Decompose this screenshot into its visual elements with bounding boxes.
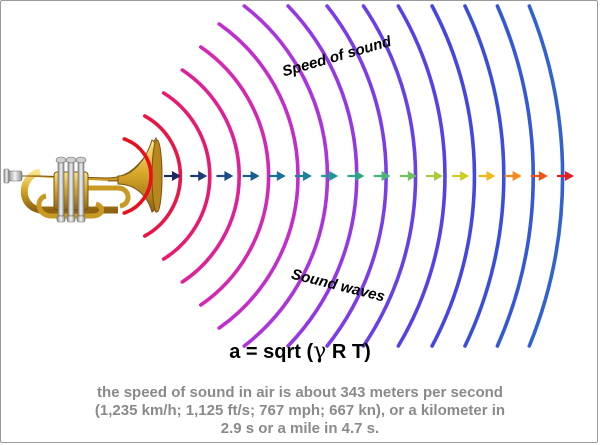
arrow	[321, 171, 338, 181]
caption-line: 2.9 s or a mile in 4.7 s.	[40, 420, 560, 438]
arrow	[426, 171, 443, 181]
arrow	[347, 171, 364, 181]
speed-of-sound-label: Speed of sound	[280, 33, 394, 81]
arrow	[164, 171, 181, 181]
arrow	[190, 171, 207, 181]
trumpet-icon	[4, 138, 162, 222]
arrow	[557, 171, 574, 181]
formula-prefix: a = sqrt (	[229, 341, 313, 363]
speed-formula: a = sqrt (γ R T)	[229, 339, 371, 364]
arrow	[478, 171, 495, 181]
formula-suffix: R T)	[326, 341, 370, 363]
gamma-symbol: γ	[313, 339, 326, 364]
arrow	[505, 171, 522, 181]
propagation-arrows	[164, 171, 574, 181]
arrow	[269, 171, 286, 181]
arrow	[243, 171, 260, 181]
caption-line: (1,235 km/h; 1,125 ft/s; 767 mph; 667 kn…	[40, 402, 560, 420]
arrow	[216, 171, 233, 181]
caption: the speed of sound in air is about 343 m…	[40, 384, 560, 438]
caption-line: the speed of sound in air is about 343 m…	[40, 384, 560, 402]
arrow	[452, 171, 469, 181]
arrow	[374, 171, 391, 181]
